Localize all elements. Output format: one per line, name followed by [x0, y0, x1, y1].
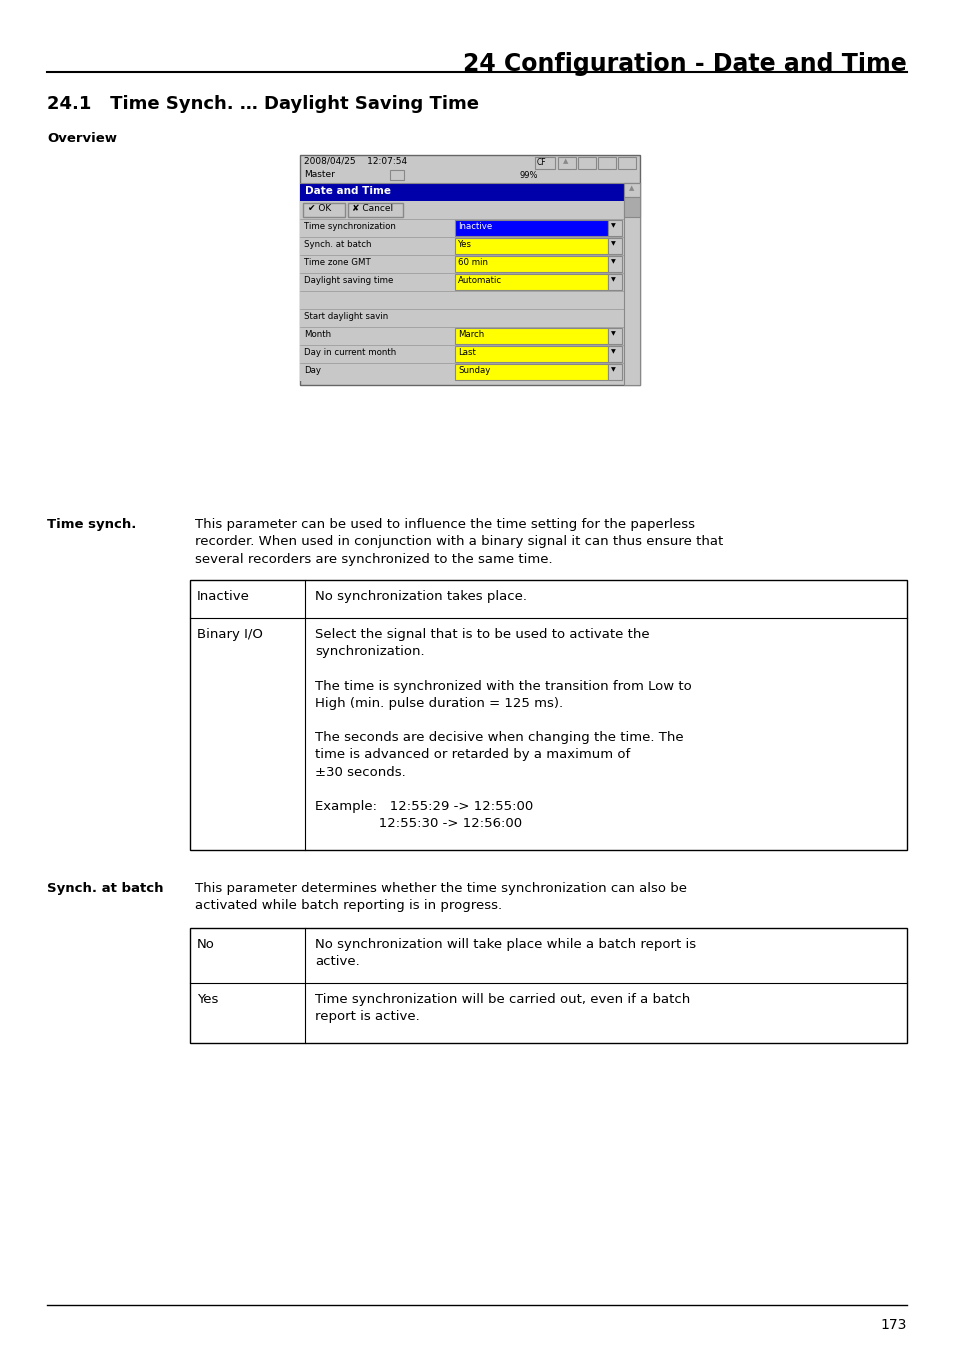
Bar [299, 309, 623, 327]
Text: ✘ Cancel: ✘ Cancel [352, 204, 393, 213]
Text: Yes: Yes [196, 994, 218, 1006]
Bar [303, 202, 345, 217]
Text: No: No [196, 938, 214, 950]
Text: Yes: Yes [457, 240, 472, 248]
Bar [299, 255, 623, 273]
Text: Last: Last [457, 348, 476, 356]
Text: ▼: ▼ [610, 242, 615, 246]
Text: CF: CF [537, 158, 546, 167]
Bar [190, 927, 906, 1044]
Bar [190, 580, 906, 850]
Bar [455, 274, 607, 290]
Bar [623, 197, 639, 217]
Text: Start daylight savin: Start daylight savin [304, 312, 388, 321]
Text: ▲: ▲ [628, 185, 634, 190]
Text: ✔ OK: ✔ OK [308, 204, 331, 213]
Bar [535, 157, 555, 169]
Text: Sunday: Sunday [457, 366, 490, 375]
Bar [299, 292, 623, 309]
Text: Month: Month [304, 329, 331, 339]
Text: Inactive: Inactive [457, 221, 492, 231]
Text: Overview: Overview [47, 132, 117, 144]
Text: Inactive: Inactive [196, 590, 250, 603]
Bar [618, 157, 636, 169]
Text: This parameter determines whether the time synchronization can also be
activated: This parameter determines whether the ti… [194, 882, 686, 913]
Bar [299, 219, 623, 238]
Bar [299, 184, 623, 201]
Bar [455, 238, 607, 254]
Text: ▼: ▼ [610, 350, 615, 354]
Bar [455, 256, 607, 271]
Text: 24 Configuration - Date and Time: 24 Configuration - Date and Time [463, 53, 906, 76]
Bar [299, 201, 623, 219]
Text: 173: 173 [880, 1318, 906, 1332]
Bar [578, 157, 596, 169]
Text: ▼: ▼ [610, 277, 615, 282]
Text: Synch. at batch: Synch. at batch [304, 240, 371, 248]
Bar [598, 157, 616, 169]
Bar [623, 184, 639, 197]
Text: ▲: ▲ [562, 158, 568, 163]
Text: 99%: 99% [519, 171, 537, 180]
Text: No synchronization will take place while a batch report is
active.: No synchronization will take place while… [314, 938, 696, 968]
Bar [607, 274, 621, 290]
Bar [607, 346, 621, 362]
Text: ▼: ▼ [610, 223, 615, 228]
Text: Synch. at batch: Synch. at batch [47, 882, 163, 895]
Bar [455, 220, 607, 236]
Bar [299, 346, 623, 363]
Bar [299, 155, 639, 385]
Text: Date and Time: Date and Time [305, 186, 391, 196]
Bar [607, 238, 621, 254]
Text: 60 min: 60 min [457, 258, 488, 267]
Text: Automatic: Automatic [457, 275, 501, 285]
Bar [607, 364, 621, 379]
Bar [299, 273, 623, 292]
Text: Binary I/O: Binary I/O [196, 628, 263, 641]
Bar [455, 364, 607, 379]
Text: No synchronization takes place.: No synchronization takes place. [314, 590, 526, 603]
Text: 24.1   Time Synch. … Daylight Saving Time: 24.1 Time Synch. … Daylight Saving Time [47, 95, 478, 113]
Bar [607, 328, 621, 344]
Bar [390, 170, 403, 180]
Text: This parameter can be used to influence the time setting for the paperless
recor: This parameter can be used to influence … [194, 518, 722, 566]
Bar [607, 220, 621, 236]
Bar [455, 328, 607, 344]
Text: ▼: ▼ [610, 367, 615, 373]
Bar [348, 202, 402, 217]
Text: Time zone GMT: Time zone GMT [304, 258, 371, 267]
Text: Time synchronization: Time synchronization [304, 221, 395, 231]
Text: Select the signal that is to be used to activate the
synchronization.

The time : Select the signal that is to be used to … [314, 628, 691, 830]
Bar [299, 363, 623, 381]
Text: Time synchronization will be carried out, even if a batch
report is active.: Time synchronization will be carried out… [314, 994, 690, 1023]
Text: March: March [457, 329, 484, 339]
Bar [607, 256, 621, 271]
Text: Daylight saving time: Daylight saving time [304, 275, 393, 285]
Bar [455, 346, 607, 362]
Text: Day in current month: Day in current month [304, 348, 395, 356]
Bar [299, 327, 623, 346]
Bar [623, 184, 639, 385]
Bar [558, 157, 576, 169]
Text: ▼: ▼ [610, 331, 615, 336]
Text: Day: Day [304, 366, 320, 375]
Text: ▼: ▼ [610, 259, 615, 265]
Bar [299, 238, 623, 255]
Text: 2008/04/25    12:07:54: 2008/04/25 12:07:54 [304, 157, 407, 166]
Text: Master: Master [304, 170, 335, 180]
Text: Time synch.: Time synch. [47, 518, 136, 531]
